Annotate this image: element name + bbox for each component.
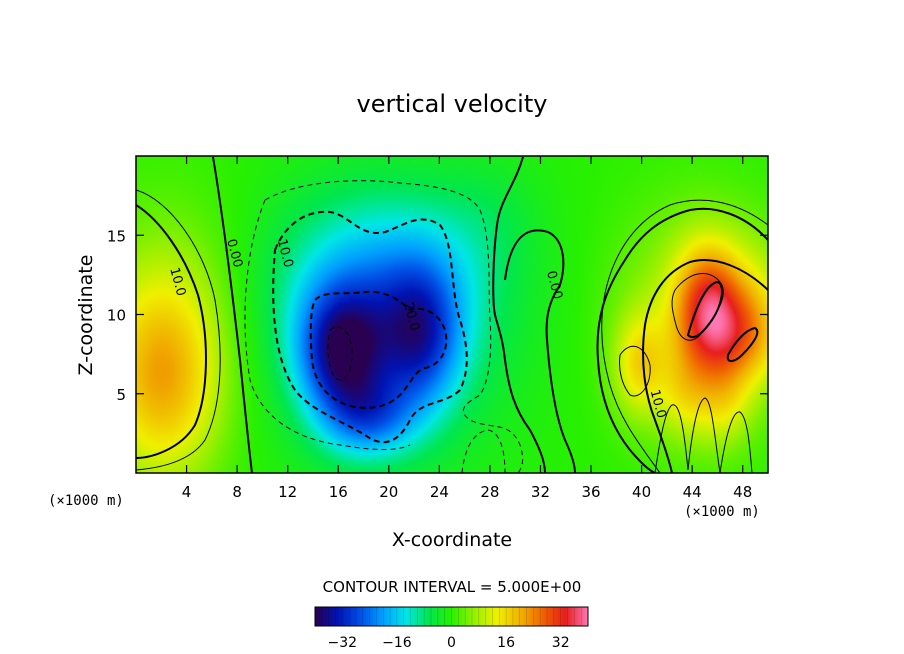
contour-neg5: [244, 180, 524, 473]
contour-label: 10.0: [274, 237, 296, 269]
contour-zero-center: [492, 156, 546, 473]
x-tick-label: 44: [683, 483, 702, 501]
contour-5-right: [601, 199, 768, 473]
colorbar-tick-label: −16: [382, 635, 412, 651]
colorbar-frame: [314, 606, 589, 627]
x-tick-label: 24: [430, 483, 449, 501]
contour-zero-mid: [504, 229, 576, 473]
y-tick-label: 10: [107, 307, 126, 325]
x-tick-label: 32: [531, 483, 550, 501]
contour-label-group: 10.0 0.00 10.0 20.0 0.00 10.0: [166, 237, 668, 419]
contour-zero-right: [596, 207, 768, 473]
contour-interval-text: CONTOUR INTERVAL = 5.000E+00: [323, 578, 582, 596]
x-tick-label: 48: [733, 483, 752, 501]
x-tick-label: 16: [329, 483, 348, 501]
contour-10-right: [642, 259, 768, 473]
contour-20-right: [686, 280, 724, 339]
contour-neg20: [309, 290, 448, 409]
colorbar-tick-label: 32: [552, 635, 570, 651]
y-axis-label: Z-coordinate: [75, 255, 97, 376]
x-tick-label: 4: [182, 483, 192, 501]
x-axis-label: X-coordinate: [392, 529, 512, 551]
x-axis: 4 8 12 16 20 24 28 32 36 40 44 48: [182, 156, 752, 501]
x-tick-label: 20: [379, 483, 398, 501]
contour-10-lower-right: [619, 345, 651, 397]
colorbar-tick-label: 16: [497, 635, 515, 651]
contour-neg5-bottom: [461, 429, 506, 473]
y-tick-label: 15: [107, 227, 126, 245]
chart-title: vertical velocity: [357, 90, 548, 118]
contour-20-right-small: [726, 326, 759, 362]
colorbar-tick-label: 0: [447, 635, 456, 651]
contour-5-left: [136, 189, 221, 471]
colorbar-fill: [315, 607, 588, 626]
contour-label: 0.00: [543, 269, 565, 301]
contour-label: 10.0: [647, 388, 669, 420]
x-tick-label: 40: [632, 483, 651, 501]
x-unit-left: (×1000 m): [48, 493, 124, 509]
contour-label: 20.0: [400, 301, 422, 333]
contour-label: 10.0: [166, 266, 188, 298]
contour-label: 0.00: [223, 237, 245, 269]
contour-lower-right-wiggle: [654, 397, 753, 473]
x-tick-label: 28: [480, 483, 499, 501]
contour-lines: [136, 156, 768, 473]
x-tick-label: 12: [278, 483, 297, 501]
contour-neg25: [327, 326, 353, 381]
y-axis: 5 10 15: [107, 227, 768, 404]
colorbar-tick-label: −32: [328, 635, 358, 651]
colorbar: −32 −16 0 16 32: [314, 606, 589, 651]
x-unit-right: (×1000 m): [684, 504, 760, 520]
contour-zero-left: [212, 156, 253, 473]
x-tick-label: 36: [581, 483, 600, 501]
x-tick-label: 8: [232, 483, 242, 501]
y-tick-label: 5: [116, 386, 126, 404]
contour-10-left: [136, 204, 207, 459]
